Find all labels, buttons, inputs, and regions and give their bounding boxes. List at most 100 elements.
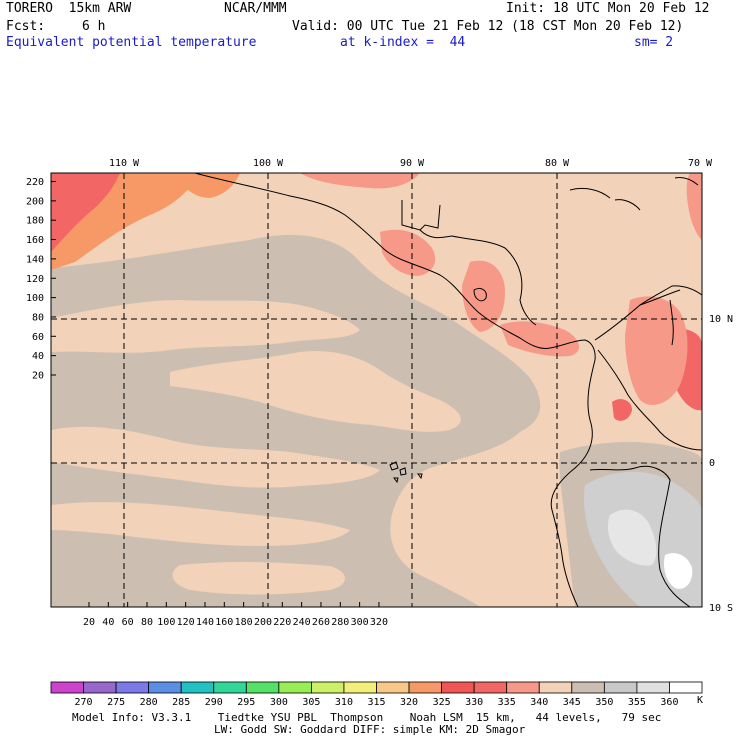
y-tick-label: 60 — [32, 332, 44, 343]
y-tick-label: 140 — [26, 254, 44, 265]
x-tick-label: 80 — [141, 617, 153, 628]
lon-label-100w: 100 W — [253, 158, 284, 169]
colorbar-swatch — [115, 681, 150, 694]
lat-label-10n: 10 N — [709, 314, 733, 325]
colorbar-label: 275 — [107, 697, 125, 708]
colorbar-swatch — [506, 681, 540, 694]
lon-label-110w: 110 W — [109, 158, 140, 169]
colorbar-label: 355 — [628, 697, 646, 708]
x-tick-label: 40 — [102, 617, 114, 628]
theta-e-field — [51, 173, 702, 607]
plot-frame — [50, 172, 703, 608]
colorbar-swatch — [278, 681, 312, 694]
colorbar-swatch — [376, 681, 410, 694]
x-tick-label: 160 — [215, 617, 233, 628]
colorbar-label: 280 — [140, 697, 158, 708]
colorbar-label: 360 — [660, 697, 678, 708]
colorbar-label: 305 — [302, 697, 320, 708]
latlon-grid — [51, 173, 702, 607]
level-label: at k-index = 44 — [340, 35, 466, 50]
y-tick-label: 40 — [32, 351, 44, 362]
y-tick-label: 200 — [26, 196, 44, 207]
galapagos-islands — [389, 461, 423, 484]
x-tick-label: 120 — [177, 617, 195, 628]
colorbar-swatch — [213, 681, 247, 694]
lat-label-0: 0 — [709, 458, 715, 469]
y-tick-label: 220 — [26, 177, 44, 188]
lon-label-70w: 70 W — [688, 158, 713, 169]
colorbar-swatch — [245, 681, 280, 694]
x-axis-ticks: 20 40 60 80 100 120 140 160 180 200 220 240 260 280 30… — [83, 602, 388, 628]
x-tick-label: 300 — [351, 617, 369, 628]
colorbar-label: 330 — [465, 697, 483, 708]
field-name: Equivalent potential temperature — [6, 35, 257, 50]
x-tick-label: 180 — [235, 617, 253, 628]
field-band-340c — [51, 426, 380, 488]
y-tick-label: 120 — [26, 274, 44, 285]
x-tick-label: 60 — [122, 617, 134, 628]
field-patch-ne-330 — [686, 173, 702, 240]
colorbar-swatch — [343, 681, 377, 694]
x-tick-label: 200 — [254, 617, 272, 628]
lon-label-80w: 80 W — [545, 158, 570, 169]
venezuela-coast — [639, 285, 702, 346]
colorbar-swatch — [408, 681, 442, 694]
footer-physics-info: LW: Godd SW: Goddard DIFF: simple KM: 2D… — [214, 723, 526, 736]
lat-label-10s: 10 S — [709, 603, 733, 614]
caribbean-islands — [569, 177, 699, 211]
x-tick-label: 320 — [370, 617, 388, 628]
colorbar-label: 300 — [270, 697, 288, 708]
colorbar-swatch — [669, 681, 703, 694]
y-axis-ticks: 220 200 180 160 140 120 100 80 60 40 20 — [26, 177, 56, 382]
x-tick-label: 20 — [83, 617, 95, 628]
colorbar: 270 275 280 285 290 295 300 305 310 315 320 325 330 3… — [50, 681, 703, 708]
colorbar-swatch — [83, 681, 117, 694]
colorbar-label: 285 — [172, 697, 190, 708]
x-tick-label: 280 — [331, 617, 349, 628]
y-tick-label: 20 — [32, 371, 44, 382]
field-patch-andes-330 — [612, 399, 632, 421]
colorbar-label: 350 — [595, 697, 613, 708]
field-patch-330-n2 — [300, 173, 420, 189]
colorbar-swatch — [441, 681, 475, 694]
mexico-central-america-coast — [194, 173, 596, 361]
lake-nicaragua — [473, 287, 487, 302]
smoothing-label: sm= 2 — [634, 35, 674, 50]
field-patch-central-america-2 — [462, 260, 505, 332]
field-patch-panama — [500, 321, 580, 357]
y-tick-label: 100 — [26, 293, 44, 304]
colorbar-label: 295 — [237, 697, 255, 708]
colorbar-swatch — [603, 681, 638, 694]
andes-border — [589, 349, 702, 607]
field-patch-330-n — [175, 173, 240, 198]
colorbar-label: 270 — [75, 697, 93, 708]
field-patch-central-america-1 — [380, 229, 436, 276]
field-band-340b — [170, 350, 461, 432]
x-tick-label: 240 — [293, 617, 311, 628]
y-tick-label: 80 — [32, 312, 44, 323]
lon-label-90w: 90 W — [400, 158, 425, 169]
x-tick-label: 260 — [312, 617, 330, 628]
footer-model-info: Model Info: V3.3.1 Tiedtke YSU PBL Thomp… — [72, 711, 662, 724]
valid-time: Valid: 00 UTC Tue 21 Feb 12 (18 CST Mon … — [292, 19, 684, 34]
field-region-360-sa — [607, 509, 657, 566]
colorbar-swatch — [571, 681, 605, 694]
x-tick-label: 100 — [157, 617, 175, 628]
right-lat-labels: 10 N 0 10 S — [709, 314, 733, 614]
colorbar-swatch — [636, 681, 670, 694]
south-america-west-coast — [550, 359, 596, 607]
colorbar-label: 345 — [563, 697, 581, 708]
colorbar-swatch — [180, 681, 215, 694]
field-region-360-sa2 — [664, 553, 693, 589]
model-title: TORERO 15km ARW — [6, 1, 132, 16]
colorbar-swatch — [310, 681, 345, 694]
forecast-label: Fcst: — [6, 19, 46, 34]
top-lon-labels: 110 W 100 W 90 W 80 W 70 W — [109, 158, 713, 169]
y-tick-label: 180 — [26, 216, 44, 227]
colorbar-label: 315 — [367, 697, 385, 708]
colorbar-swatch — [148, 681, 182, 694]
field-patch-colombia-340 — [625, 296, 688, 405]
colorbar-label: 325 — [433, 697, 451, 708]
caribbean-coast — [401, 200, 537, 326]
colorbar-label: 290 — [205, 697, 223, 708]
